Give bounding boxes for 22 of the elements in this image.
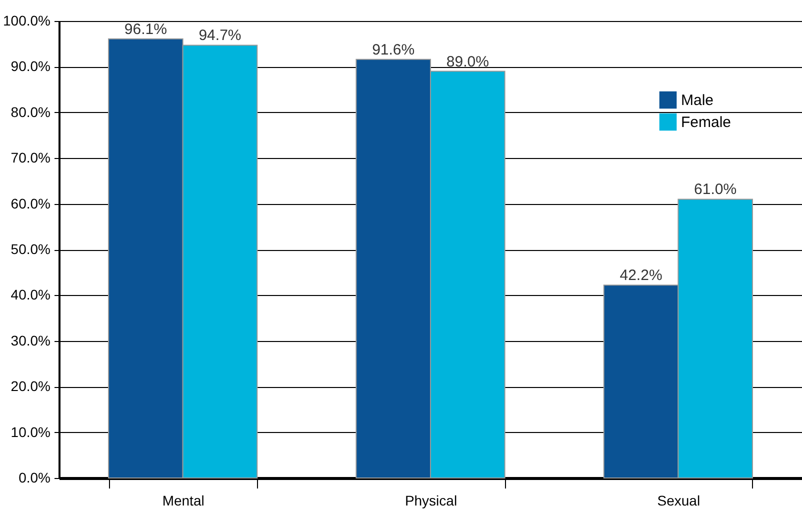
y-tick-label: 90.0% [10,58,50,74]
y-tick-label: 70.0% [10,150,50,166]
data-label: 89.0% [446,53,489,70]
x-tick-label: Physical [404,492,458,508]
y-tick-label: 10.0% [10,424,50,440]
y-tick-label: 20.0% [10,378,50,394]
y-tick-label: 40.0% [10,286,50,303]
y-tick-label: 100.0% [3,12,50,28]
y-tick-label: 30.0% [10,332,50,348]
x-tick-label: Sexual [657,492,700,508]
y-tick-label: 80.0% [10,104,50,120]
data-label: 96.1% [124,20,167,38]
data-label: 42.2% [620,267,662,284]
y-tick-label: 50.0% [10,241,50,257]
data-label: 91.6% [372,41,415,58]
data-label: 94.7% [198,27,242,44]
x-tick-label: Mental [162,492,204,508]
y-tick-label: 60.0% [10,195,50,212]
legend-label: Male [681,92,714,109]
legend-label: Female [681,114,732,131]
y-tick-label: 0.0% [18,470,50,486]
data-label: 61.0% [694,181,737,198]
